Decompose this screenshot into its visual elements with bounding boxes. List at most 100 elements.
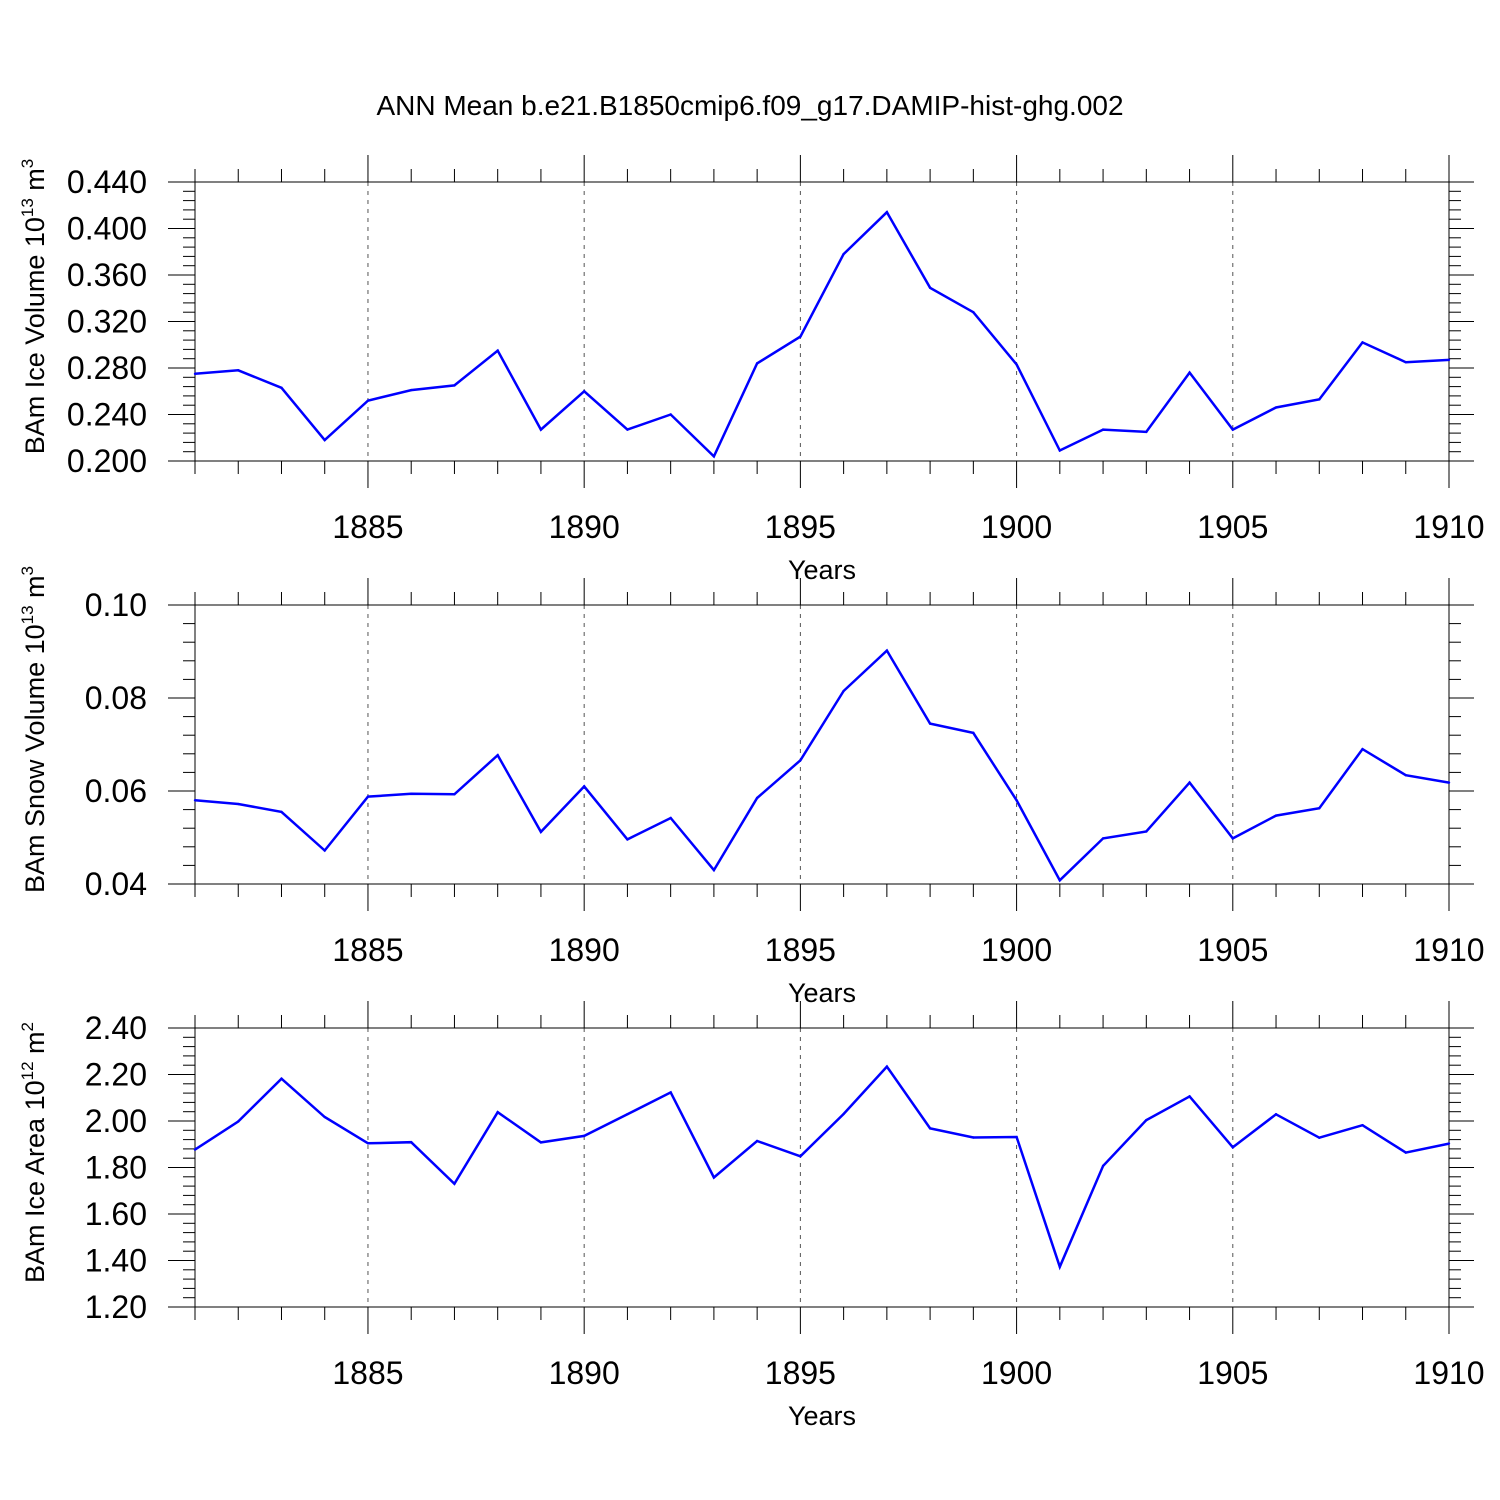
panel3-series-line	[194, 1064, 1450, 1271]
panel2-data-point-1899	[972, 731, 975, 735]
panel2-data-point-1910	[1447, 781, 1451, 784]
panel3-xtick-label-1900: 1900	[981, 1355, 1052, 1391]
panel1-ytick-label-1: 0.240	[67, 397, 147, 433]
panel2-xtick-label-1910: 1910	[1413, 932, 1484, 968]
panel2-data-point-1901	[1058, 879, 1062, 882]
panel3-xtick-label-1905: 1905	[1197, 1355, 1268, 1391]
panel3-data-point-1882	[237, 1120, 240, 1123]
panel3-data-point-1895	[799, 1155, 802, 1158]
panel3-xtick-label-1890: 1890	[549, 1355, 620, 1391]
panel1-data-point-1903	[1145, 430, 1148, 434]
panel3-data-point-1885	[366, 1142, 370, 1145]
panel2-data-point-1889	[539, 830, 543, 834]
panel1-data-point-1900	[1015, 363, 1018, 366]
panel1-data-point-1884	[323, 438, 326, 442]
panel1-xtick-label-1905: 1905	[1197, 509, 1268, 545]
panel2-data-point-1903	[1145, 830, 1148, 833]
panel1-data-point-1894	[755, 362, 759, 365]
panel1-y-axis-label: BAm Ice Volume 1013 m3	[18, 159, 50, 455]
panel1-xtick-label-1900: 1900	[981, 509, 1052, 545]
panel3-data-point-1904	[1188, 1095, 1191, 1098]
panel2-xtick-label-1900: 1900	[981, 932, 1052, 968]
panel3-data-point-1909	[1404, 1151, 1407, 1154]
panel1-data-point-1895	[799, 335, 802, 338]
panel1-data-point-1881	[193, 372, 197, 376]
panel2-ytick-label-3: 0.10	[85, 587, 147, 623]
panel3-data-point-1887	[453, 1182, 456, 1185]
panel2-x-axis-label: Years	[788, 978, 856, 1008]
panel2-series-line	[194, 648, 1450, 883]
panel2-data-point-1886	[410, 792, 413, 795]
panel1-data-point-1897	[885, 211, 889, 214]
panel2-data-point-1892	[669, 816, 672, 820]
panel3-y-axis-label: BAm Ice Area 1012 m2	[18, 1022, 50, 1283]
panel3-data-point-1910	[1447, 1142, 1451, 1145]
panel1-x-axis-label: Years	[788, 555, 856, 585]
panel3-data-point-1898	[928, 1127, 932, 1130]
panel1-series-line	[194, 210, 1450, 459]
panel2-data-point-1890	[582, 785, 586, 788]
panel3-data-point-1892	[669, 1091, 672, 1094]
panel3-data-point-1905	[1231, 1146, 1234, 1149]
panel3-xtick-label-1895: 1895	[765, 1355, 836, 1391]
panel3-ytick-label-5: 2.20	[85, 1057, 147, 1093]
panel1-data-point-1887	[453, 384, 456, 387]
panel2-data-point-1897	[885, 649, 889, 652]
panel3-data-point-1883	[280, 1077, 283, 1080]
panel2-ytick-label-2: 0.08	[85, 680, 147, 716]
panel2-data-point-1909	[1404, 773, 1407, 777]
panel3-data-point-1897	[885, 1065, 889, 1068]
panel1-data-point-1904	[1188, 371, 1191, 374]
panel3-ytick-label-1: 1.40	[85, 1243, 147, 1279]
panel1-data-point-1906	[1274, 406, 1278, 409]
panel2-xtick-label-1890: 1890	[549, 932, 620, 968]
panel2-data-point-1888	[496, 753, 499, 757]
panel1-data-point-1891	[626, 428, 629, 431]
panel3-data-point-1881	[193, 1148, 197, 1151]
panel3-x-axis-label: Years	[788, 1401, 856, 1431]
panel3-ytick-label-2: 1.60	[85, 1196, 147, 1232]
panel1-data-point-1899	[972, 311, 975, 314]
panel2-data-point-1907	[1318, 807, 1321, 810]
panel1-ytick-label-2: 0.280	[67, 350, 147, 386]
panel2-data-point-1893	[712, 868, 716, 872]
panel2-data-point-1902	[1101, 837, 1105, 840]
panel1-data-point-1886	[410, 388, 413, 392]
panel2-data-point-1900	[1015, 799, 1018, 802]
panel3-xtick-label-1910: 1910	[1413, 1355, 1484, 1391]
figure-title: ANN Mean b.e21.B1850cmip6.f09_g17.DAMIP-…	[376, 90, 1124, 121]
panel2-data-point-1908	[1361, 747, 1364, 751]
panel2-data-point-1906	[1274, 814, 1278, 817]
panel1-data-point-1888	[496, 349, 499, 352]
panel1-ytick-label-0: 0.200	[67, 443, 147, 479]
panel1-data-point-1896	[842, 252, 845, 256]
panel3-data-point-1886	[410, 1140, 413, 1144]
panel2-xtick-label-1895: 1895	[765, 932, 836, 968]
panel3-data-point-1903	[1145, 1118, 1148, 1122]
panel1-data-point-1883	[280, 386, 283, 389]
panel2-data-point-1898	[928, 722, 932, 725]
panel2-data-point-1895	[799, 759, 802, 762]
panel3-data-point-1890	[582, 1134, 586, 1138]
panel3-ytick-label-6: 2.40	[85, 1010, 147, 1046]
panel1-data-point-1902	[1101, 428, 1105, 431]
panel3-data-point-1899	[972, 1136, 975, 1139]
panel3-data-point-1901	[1058, 1265, 1062, 1268]
panel2-data-point-1904	[1188, 781, 1191, 784]
panel2-data-point-1883	[280, 810, 283, 814]
panel1-data-point-1907	[1318, 398, 1321, 401]
panel3-xtick-label-1885: 1885	[332, 1355, 403, 1391]
panel3-data-point-1907	[1318, 1136, 1321, 1139]
panel1-data-point-1892	[669, 413, 672, 416]
panel1-data-point-1885	[366, 399, 370, 402]
panel2-data-point-1894	[755, 796, 759, 800]
panel3-data-point-1888	[496, 1110, 499, 1114]
panel1-data-point-1889	[539, 428, 543, 431]
panel2-y-axis-label: BAm Snow Volume 1013 m3	[18, 566, 50, 893]
panel3-ytick-label-3: 1.80	[85, 1150, 147, 1186]
panel2-data-point-1891	[626, 838, 629, 841]
panel3-data-point-1902	[1101, 1164, 1105, 1168]
panel3-ytick-label-0: 1.20	[85, 1289, 147, 1325]
